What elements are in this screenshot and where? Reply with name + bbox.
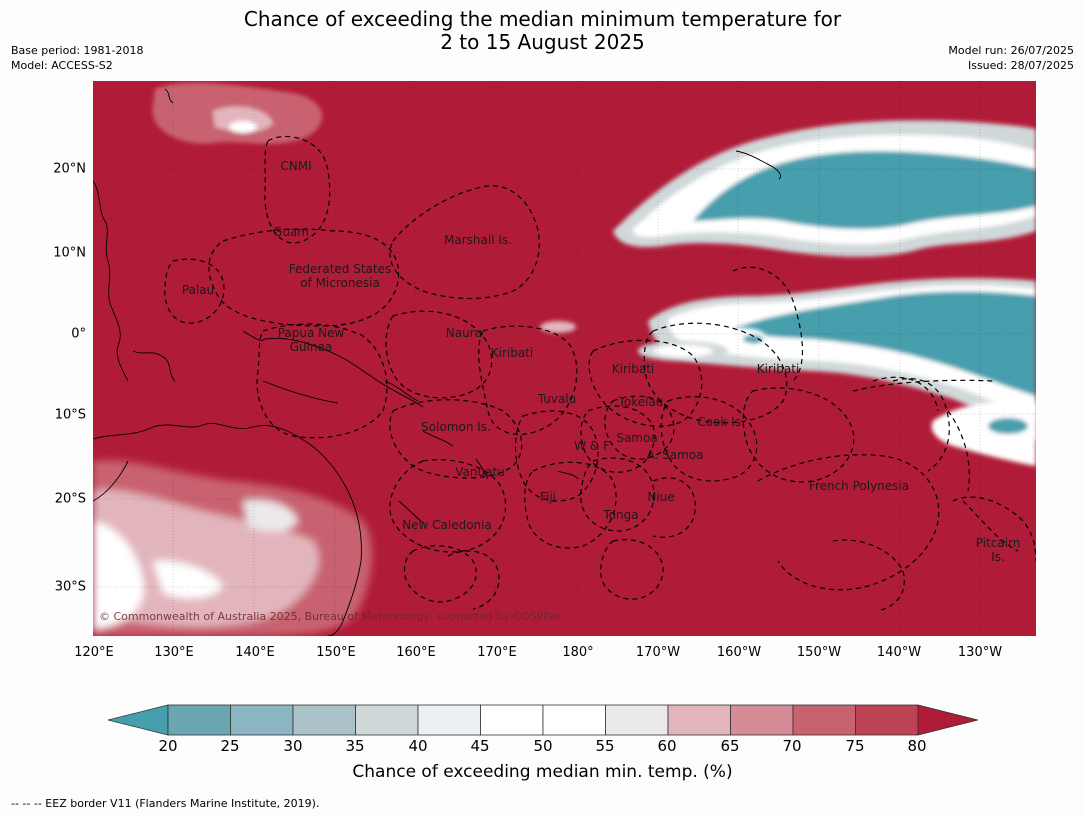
base-period: Base period: 1981-2018 [11, 44, 144, 57]
colorbar-tick-label: 20 [158, 737, 178, 755]
graticule [93, 81, 1036, 636]
region-label: Guam [273, 225, 309, 239]
region-label: Palau [181, 283, 215, 297]
region-label: Tokelau [618, 395, 664, 409]
region-label-line: Pitcairn Is. [975, 536, 1021, 564]
colorbar-tick-label: 50 [533, 737, 553, 755]
region-label: Cook Is. [697, 415, 745, 429]
colorbar-segment [542, 704, 606, 736]
region-label: Pitcairn Is. [976, 536, 1021, 564]
colorbar-segment [792, 704, 856, 736]
colorbar-segment [855, 704, 919, 736]
x-tick-label: 120°E [74, 645, 114, 660]
x-tick-label: 140°W [876, 645, 922, 660]
region-label: French Polynesia [808, 479, 910, 493]
x-tick-label: 180° [562, 645, 594, 660]
region-label: Federated States of Micronesia [289, 262, 391, 290]
model-name: Model: ACCESS-S2 [11, 59, 113, 72]
coastlines [93, 88, 782, 636]
region-label: New Caledonia [402, 518, 492, 532]
region-label: Samoa [616, 431, 658, 445]
east-cool-band [931, 401, 1036, 466]
x-tick-label: 150°E [316, 645, 356, 660]
colorbar-extend-low [108, 704, 169, 736]
x-tick-label: 160°E [396, 645, 436, 660]
x-tick-label: 160°W [716, 645, 762, 660]
colorbar-tick-label: 70 [782, 737, 802, 755]
eez-borders [164, 135, 1036, 612]
region-label: Tuvalu [537, 392, 577, 406]
colorbar-tick-label: 75 [845, 737, 865, 755]
colorbar-tick-label: 60 [657, 737, 677, 755]
map-title: Chance of exceeding the median minimum t… [0, 8, 1085, 54]
meta-left: Base period: 1981-2018 Model: ACCESS-S2 [11, 43, 143, 73]
y-tick-label: 20°N [53, 161, 86, 177]
x-tick-label: 150°W [796, 645, 842, 660]
region-label: Tonga [603, 508, 639, 522]
colorbar-tick-label: 55 [595, 737, 615, 755]
colorbar-segment [355, 704, 419, 736]
region-label: Marshall Is. [444, 233, 512, 247]
colorbar-tick-label: 35 [345, 737, 365, 755]
y-tick-label: 20°S [54, 491, 86, 507]
colorbar-tick-label: 80 [907, 737, 927, 755]
colorbar [108, 704, 978, 736]
x-tick-label: 130°W [957, 645, 1003, 660]
region-label: Niue [647, 490, 675, 504]
eez-footnote: -- -- -- EEZ border V11 (Flanders Marine… [11, 797, 320, 810]
region-label: W & F [574, 439, 610, 453]
title-line-2: 2 to 15 August 2025 [440, 30, 645, 54]
colorbar-segment [667, 704, 731, 736]
x-tick-label: 170°W [635, 645, 681, 660]
colorbar-tick-label: 45 [470, 737, 490, 755]
region-label: A. Samoa [646, 448, 704, 462]
region-label: Kiribati [756, 362, 800, 376]
colorbar-tick-label: 25 [220, 737, 240, 755]
model-run: Model run: 26/07/2025 [948, 44, 1074, 57]
colorbar-segment [230, 704, 294, 736]
colorbar-tick-label: 30 [283, 737, 303, 755]
forecast-map [93, 81, 1036, 636]
region-label: Nauru [445, 326, 483, 340]
colorbar-segment [292, 704, 356, 736]
ne-cool-patch-north [613, 120, 1036, 257]
nw-warm-patch [152, 82, 323, 144]
region-label: Fiji [539, 490, 557, 504]
title-line-1: Chance of exceeding the median minimum t… [243, 7, 842, 31]
region-label-line: Papua New Guinea [277, 326, 345, 354]
x-tick-label: 130°E [154, 645, 194, 660]
colorbar-segment [730, 704, 794, 736]
region-label: Solomon Is. [421, 420, 491, 434]
colorbar-segment [417, 704, 481, 736]
y-tick-label: 10°N [53, 245, 86, 261]
meta-right: Model run: 26/07/2025 Issued: 28/07/2025 [948, 43, 1074, 73]
x-tick-label: 140°E [235, 645, 275, 660]
region-label: Papua New Guinea [278, 326, 345, 354]
region-label: Kiribati [490, 346, 534, 360]
copyright-notice: © Commonwealth of Australia 2025, Bureau… [99, 610, 563, 623]
region-label: Vanuatu [455, 465, 505, 479]
colorbar-tick-label: 40 [408, 737, 428, 755]
ne-cool-patch-south [648, 278, 1036, 441]
colorbar-segment [167, 704, 231, 736]
colorbar-label: Chance of exceeding median min. temp. (%… [352, 762, 733, 782]
y-tick-label: 30°S [54, 579, 86, 595]
y-tick-label: 10°S [54, 407, 86, 423]
x-tick-label: 170°E [477, 645, 517, 660]
region-label: CNMI [280, 159, 312, 173]
colorbar-segment [605, 704, 669, 736]
issued-date: Issued: 28/07/2025 [967, 59, 1074, 72]
region-label: Kiribati [611, 362, 655, 376]
kiribati-cool-patches [540, 321, 765, 361]
colorbar-tick-label: 65 [720, 737, 740, 755]
colorbar-segment [480, 704, 544, 736]
colorbar-extend-high [917, 704, 978, 736]
australia-patches [93, 460, 373, 636]
y-tick-label: 0° [71, 326, 86, 342]
region-label-line: Federated States of Micronesia [288, 262, 392, 290]
